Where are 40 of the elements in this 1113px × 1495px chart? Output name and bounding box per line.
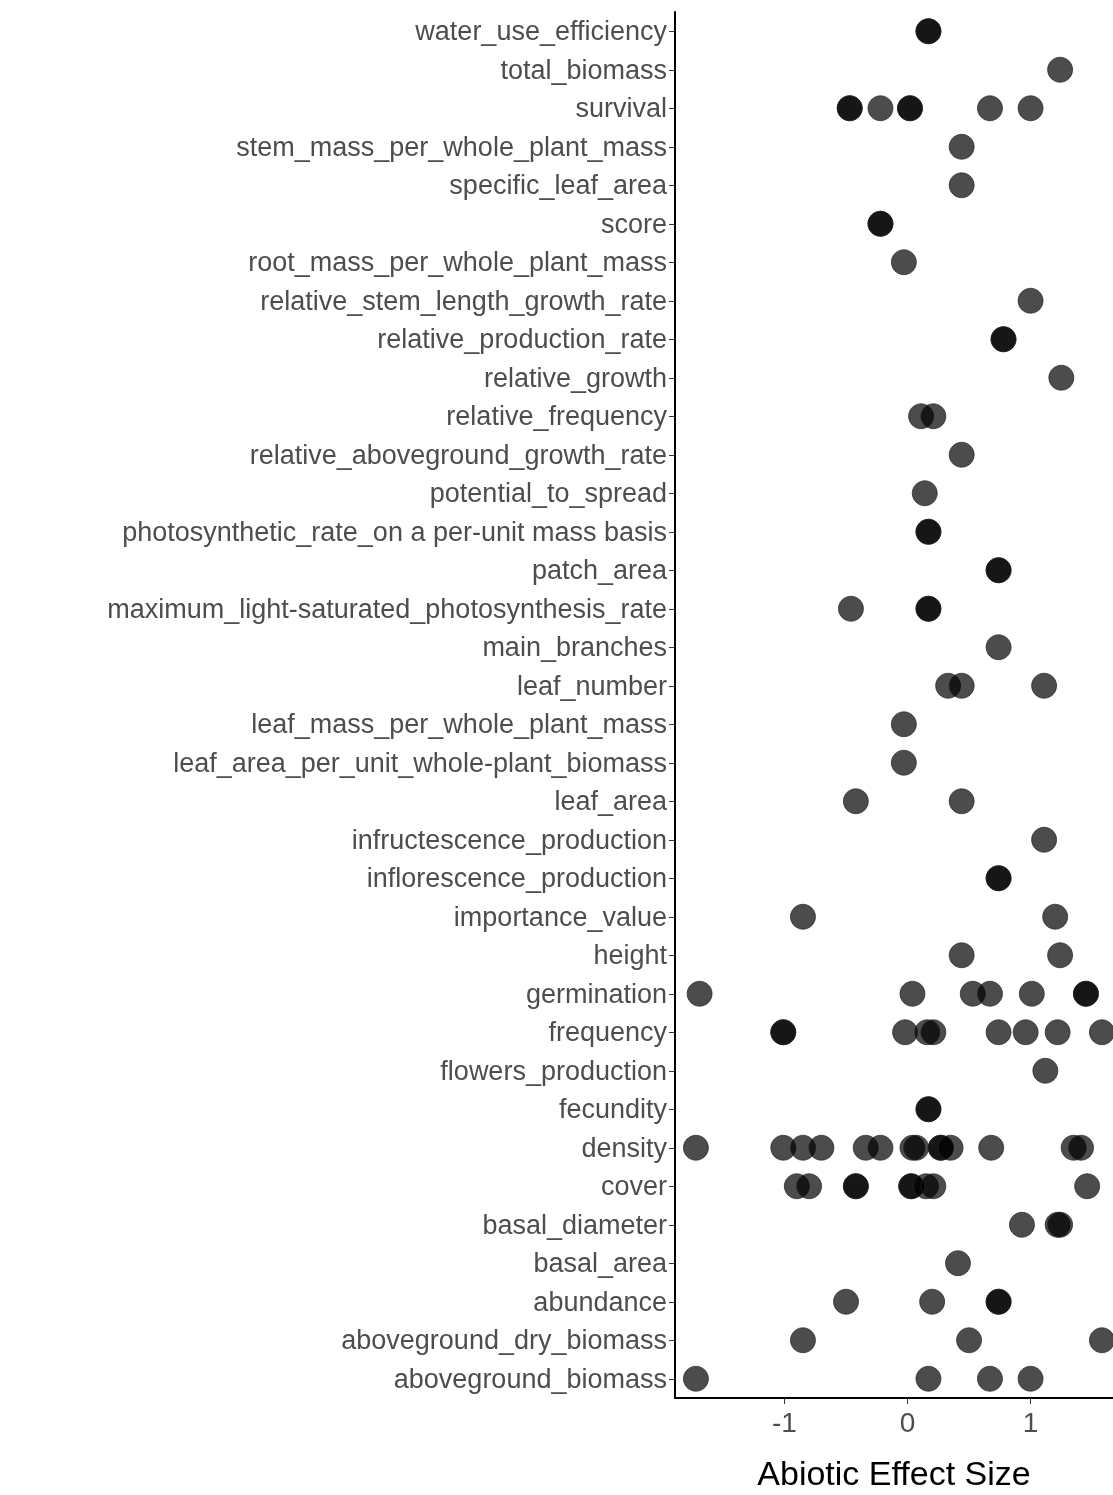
y-tick-label: maximum_light-saturated_photosynthesis_rate — [107, 593, 667, 624]
y-tick-label: cover — [600, 1171, 667, 1202]
y-tick-label: potential_to_spread — [429, 478, 667, 509]
y-tick-label: main_branches — [482, 632, 667, 663]
x-tick-label: -1 — [772, 1406, 797, 1438]
y-tick-label: leaf_area_per_unit_whole-plant_biomass — [173, 747, 667, 778]
y-tick-label: aboveground_biomass — [393, 1363, 667, 1394]
y-tick-label: stem_mass_per_whole_plant_mass — [236, 131, 667, 162]
y-tick-label: inflorescence_production — [366, 863, 667, 894]
y-tick-label: photosynthetic_rate_on a per-unit mass basis — [122, 516, 667, 547]
y-tick-label: leaf_mass_per_whole_plant_mass — [251, 709, 667, 740]
y-tick-label: basal_area — [533, 1248, 668, 1279]
x-axis-title: Abiotic Effect Size — [757, 1454, 1031, 1492]
y-tick-label: relative_production_rate — [377, 324, 667, 355]
y-tick-label: relative_stem_length_growth_rate — [260, 285, 667, 316]
y-tick-label: leaf_area — [554, 786, 668, 817]
y-tick-label: density — [581, 1132, 668, 1163]
y-tick-label: leaf_number — [516, 670, 667, 701]
y-tick-label: relative_aboveground_growth_rate — [249, 439, 667, 470]
y-tick-label: total_biomass — [500, 54, 667, 85]
y-tick-label: patch_area — [531, 555, 668, 586]
y-tick-label: root_mass_per_whole_plant_mass — [248, 247, 667, 278]
y-tick-label: aboveground_dry_biomass — [341, 1325, 667, 1356]
y-tick-label: basal_diameter — [482, 1209, 667, 1240]
y-tick-label: flowers_production — [440, 1055, 667, 1086]
y-tick-label: water_use_efficiency — [414, 16, 668, 47]
y-tick-label: score — [600, 208, 667, 239]
y-tick-label: frequency — [548, 1017, 668, 1048]
y-tick-label: specific_leaf_area — [449, 170, 668, 201]
y-tick-label: fecundity — [558, 1094, 668, 1125]
x-tick-label: 0 — [899, 1406, 916, 1438]
y-tick-label: relative_frequency — [446, 401, 668, 432]
y-tick-label: abundance — [533, 1286, 667, 1317]
y-tick-label: height — [593, 940, 668, 971]
y-tick-label: survival — [575, 93, 667, 124]
y-tick-label: infructescence_production — [351, 824, 667, 855]
x-tick-label: 1 — [1022, 1406, 1039, 1438]
y-tick-label: importance_value — [453, 901, 667, 932]
y-tick-label: germination — [525, 978, 667, 1009]
y-tick-label: relative_growth — [483, 362, 667, 393]
